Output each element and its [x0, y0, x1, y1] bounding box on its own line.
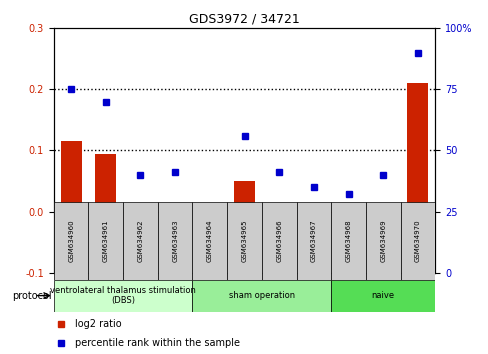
Bar: [268, 212, 289, 215]
Bar: [123, 202, 158, 280]
Bar: [365, 202, 400, 280]
Text: GSM634965: GSM634965: [241, 219, 247, 262]
Bar: [303, 212, 324, 225]
Bar: [337, 212, 358, 224]
Text: GSM634969: GSM634969: [380, 219, 386, 262]
Bar: [164, 212, 185, 216]
Text: GSM634970: GSM634970: [414, 219, 420, 262]
Text: ventrolateral thalamus stimulation
(DBS): ventrolateral thalamus stimulation (DBS): [50, 286, 196, 305]
Text: GSM634963: GSM634963: [172, 219, 178, 262]
Bar: [330, 280, 434, 312]
Text: GSM634964: GSM634964: [206, 219, 212, 262]
Bar: [192, 202, 227, 280]
Bar: [330, 202, 365, 280]
Text: log2 ratio: log2 ratio: [75, 319, 121, 329]
Bar: [261, 202, 296, 280]
Text: protocol: protocol: [12, 291, 51, 301]
Bar: [372, 212, 393, 223]
Bar: [158, 202, 192, 280]
Bar: [61, 141, 81, 212]
Text: GSM634967: GSM634967: [310, 219, 316, 262]
Text: GSM634961: GSM634961: [102, 219, 108, 262]
Bar: [227, 202, 261, 280]
Bar: [296, 202, 330, 280]
Text: GSM634960: GSM634960: [68, 219, 74, 262]
Text: GSM634962: GSM634962: [137, 219, 143, 262]
Bar: [88, 202, 123, 280]
Text: naive: naive: [371, 291, 394, 300]
Bar: [234, 181, 254, 212]
Bar: [54, 202, 88, 280]
Text: GSM634968: GSM634968: [345, 219, 351, 262]
Bar: [54, 280, 192, 312]
Bar: [192, 280, 330, 312]
Text: percentile rank within the sample: percentile rank within the sample: [75, 338, 239, 348]
Bar: [95, 154, 116, 212]
Text: GSM634966: GSM634966: [276, 219, 282, 262]
Text: sham operation: sham operation: [228, 291, 294, 300]
Text: GDS3972 / 34721: GDS3972 / 34721: [189, 12, 299, 25]
Bar: [199, 212, 220, 291]
Bar: [407, 83, 427, 212]
Bar: [130, 204, 151, 212]
Bar: [400, 202, 434, 280]
